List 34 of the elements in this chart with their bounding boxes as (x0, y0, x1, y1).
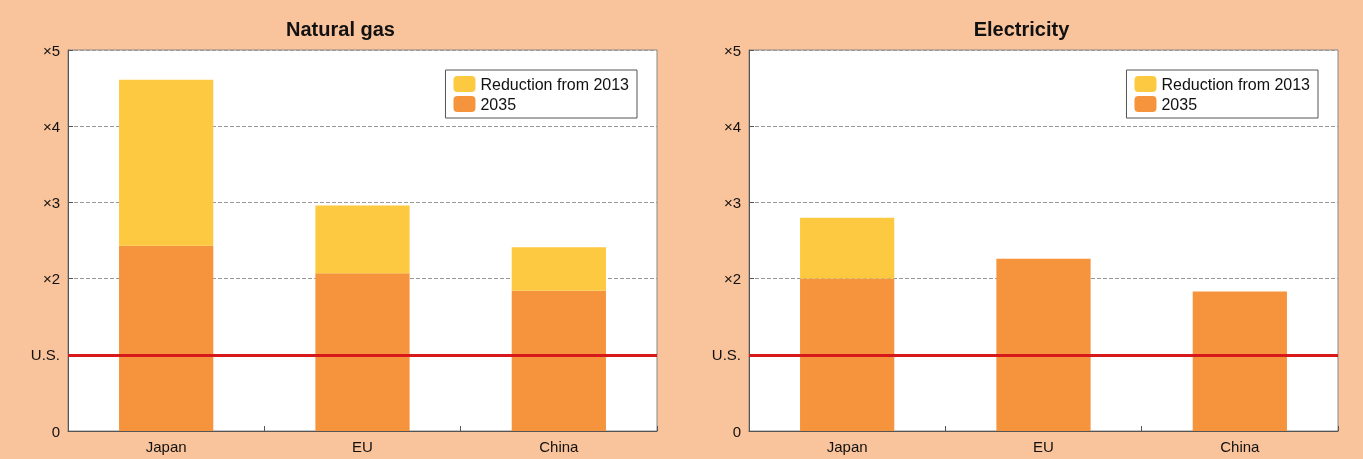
bar (1192, 291, 1287, 431)
y-tick-label: ×4 (723, 117, 741, 135)
y-tick-label: 0 (51, 422, 60, 440)
y-tick-label: 0 (732, 422, 741, 440)
bar (800, 217, 895, 279)
y-tick-label: ×5 (723, 41, 741, 59)
x-tick-label: China (1220, 438, 1261, 455)
y-tick-label: ×2 (723, 270, 741, 288)
y-tick-label: ×4 (42, 117, 60, 135)
x-tick-label: Japan (145, 438, 187, 455)
x-tick-label: China (539, 438, 580, 455)
y-tick-label: ×2 (42, 270, 60, 288)
bar (996, 258, 1091, 431)
bar (119, 245, 214, 431)
y-tick-label: U.S. (30, 346, 60, 364)
y-tick-label: ×5 (42, 41, 60, 59)
x-tick-label: EU (352, 438, 373, 455)
bar (511, 247, 606, 291)
legend-label: Reduction from 2013 (480, 75, 630, 93)
bar (315, 273, 410, 431)
chart-title: Electricity (973, 18, 1071, 40)
x-tick-label: Japan (826, 438, 868, 455)
bar (119, 79, 214, 246)
x-tick-label: EU (1033, 438, 1054, 455)
bar (511, 290, 606, 431)
y-tick-label: ×3 (723, 193, 741, 211)
legend-label: 2035 (480, 95, 517, 113)
chart-title: Natural gas (286, 18, 395, 40)
bar (315, 205, 410, 274)
legend-label: 2035 (1161, 95, 1198, 113)
y-tick-label: U.S. (711, 346, 741, 364)
legend-label: Reduction from 2013 (1161, 75, 1311, 93)
y-tick-label: ×3 (42, 193, 60, 211)
bar (800, 278, 895, 431)
